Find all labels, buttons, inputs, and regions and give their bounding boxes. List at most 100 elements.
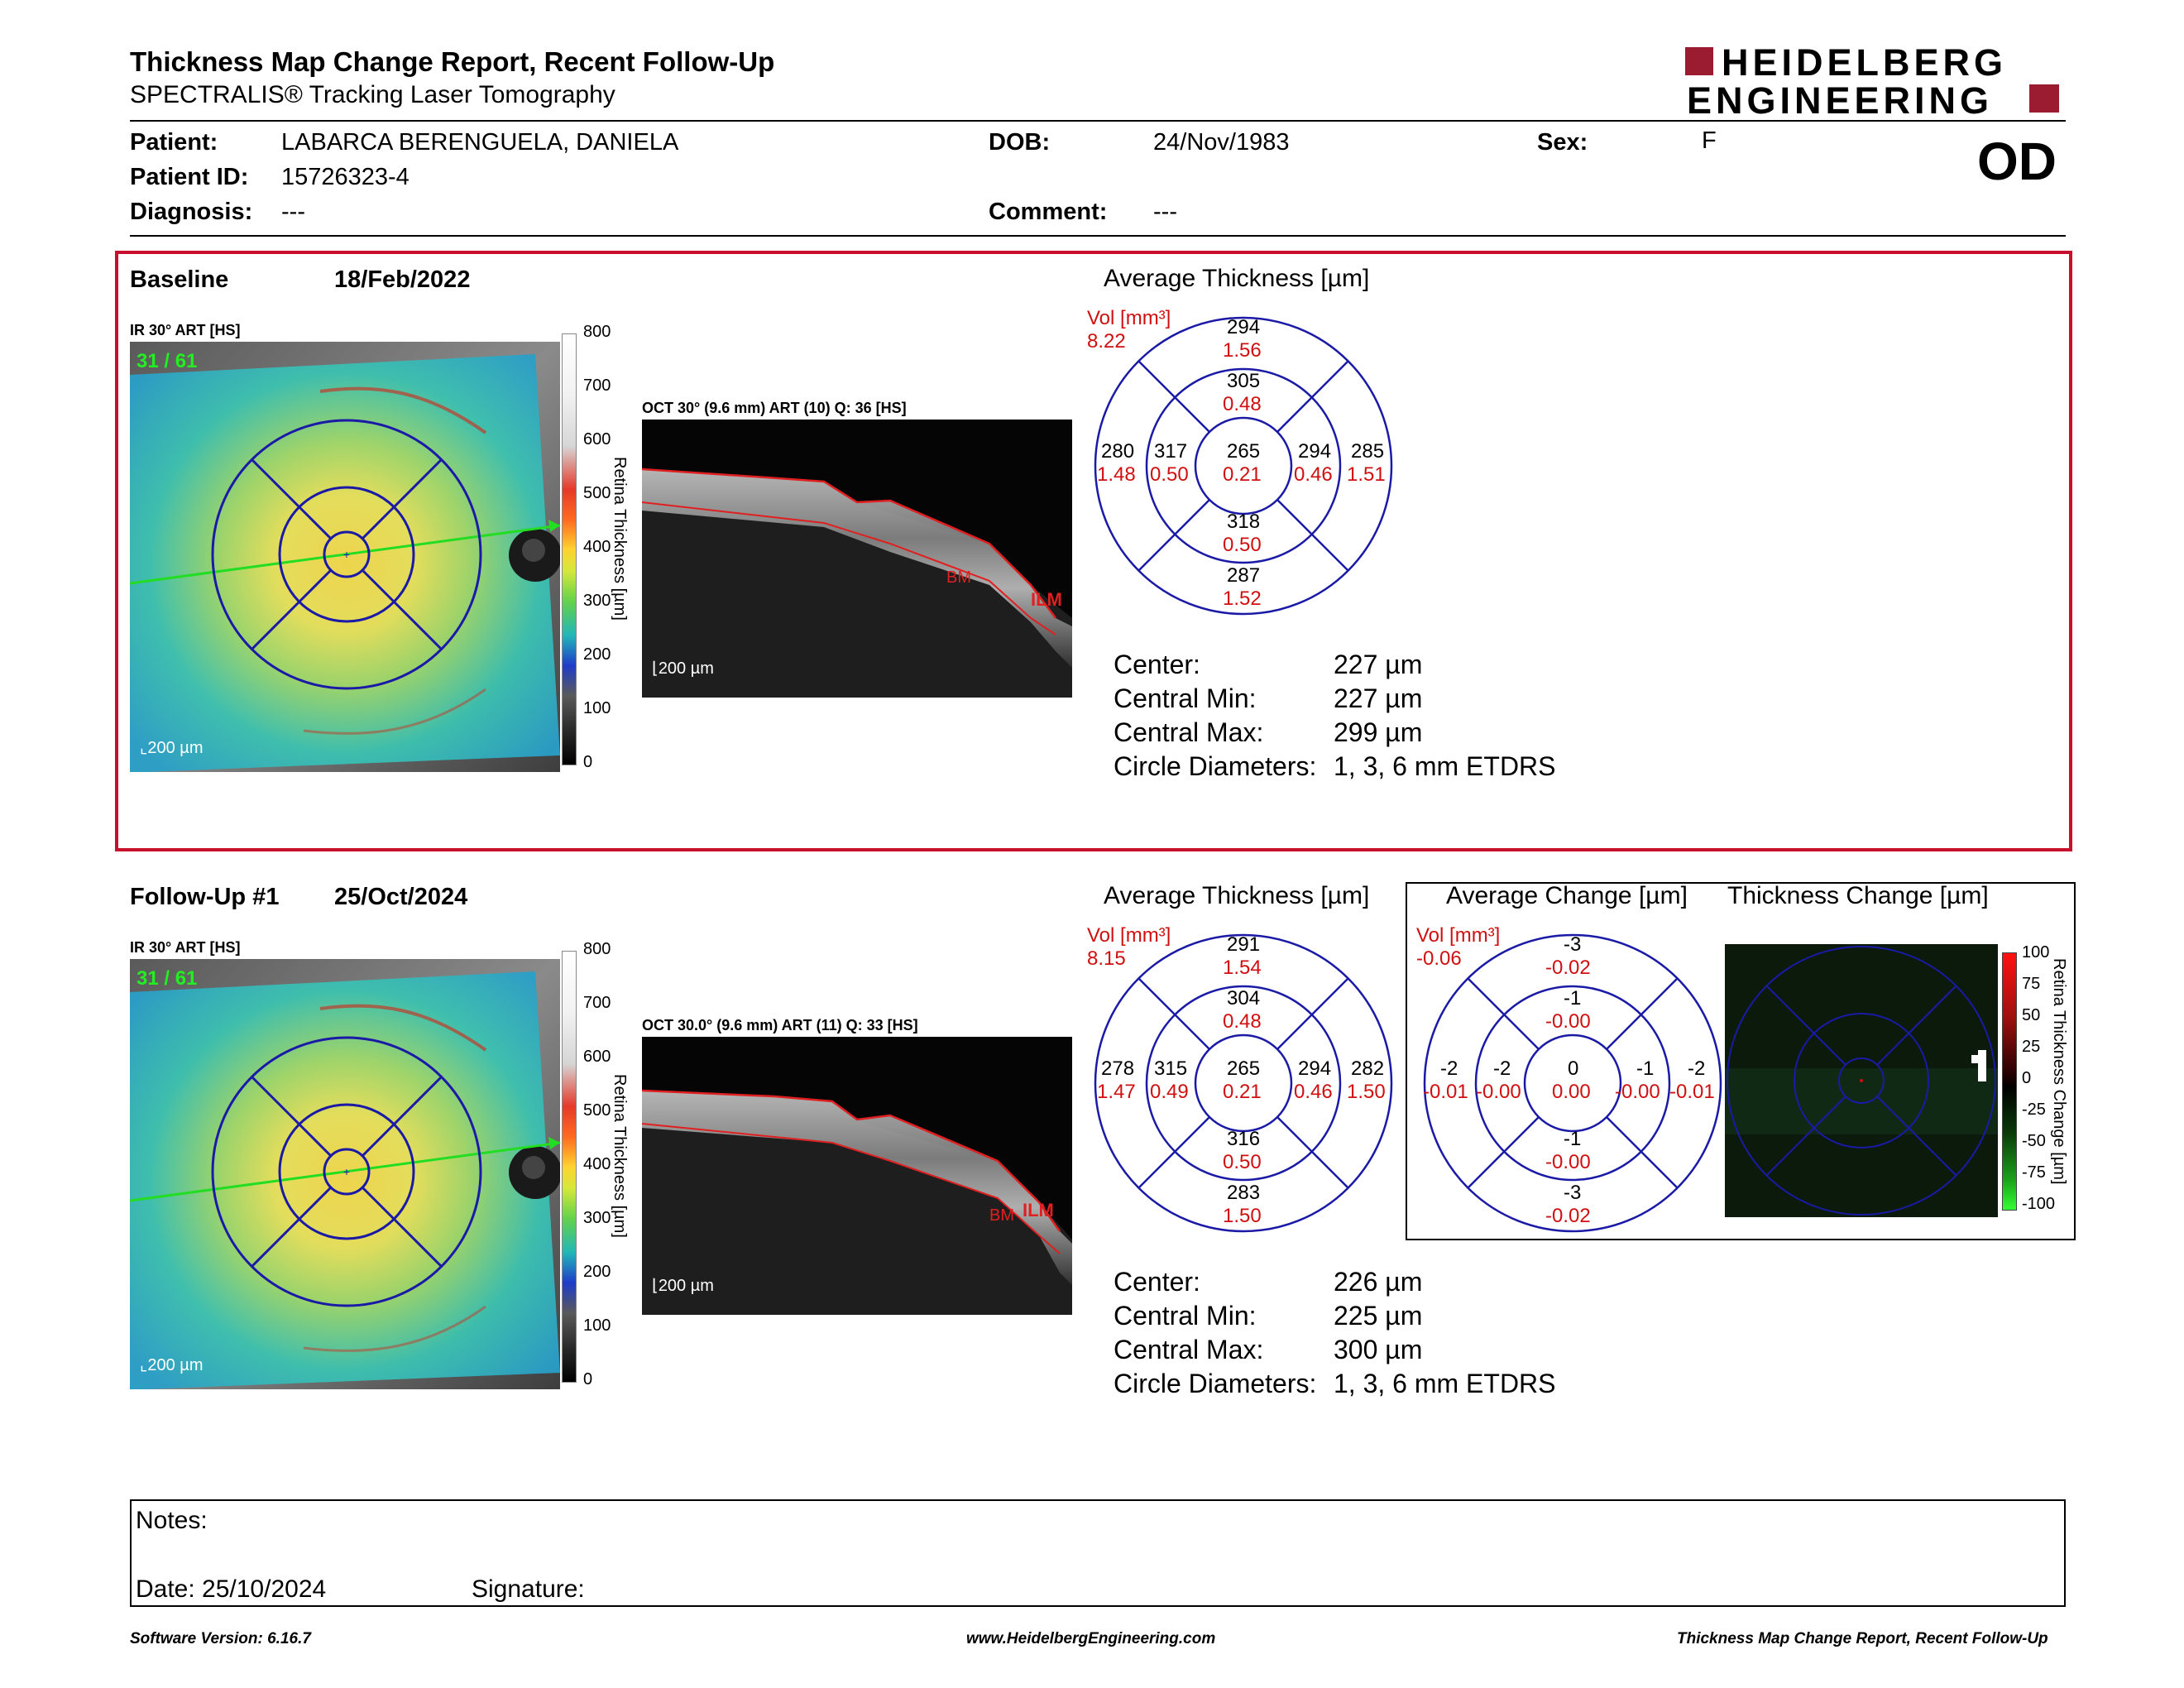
followup-date: 25/Oct/2024 [334, 884, 468, 910]
cb-tick-300: 300 [583, 592, 611, 610]
c-center-v: 0.00 [1552, 1081, 1591, 1103]
cb2-tick-500: 500 [583, 1101, 611, 1120]
baseline-ir-counter: 31 / 61 [136, 350, 198, 372]
thickness-change-image [1725, 944, 1998, 1217]
patient-id: 15726323-4 [281, 164, 410, 190]
notes-date: Date: 25/10/2024 [136, 1575, 327, 1603]
c-in-inf-v: -0.00 [1545, 1151, 1591, 1173]
b-center-value: 227 µm [1334, 650, 1423, 679]
c-in-nas-t: -1 [1636, 1057, 1655, 1080]
b-out-inf-t: 287 [1227, 564, 1261, 587]
followup-thickness-map [130, 959, 560, 1389]
b-center-label: Center: [1114, 650, 1200, 679]
scale-bracket-icon: ⌊ [652, 659, 659, 678]
b-diam-value: 1, 3, 6 mm ETDRS [1334, 751, 1556, 781]
dob-value: 24/Nov/1983 [1153, 129, 1290, 156]
f-in-nas-v: 0.46 [1294, 1081, 1333, 1103]
f-center-value: 226 µm [1334, 1267, 1423, 1297]
b-center-t: 265 [1227, 440, 1261, 463]
notes-label: Notes: [136, 1507, 208, 1534]
b-min-label: Central Min: [1114, 683, 1257, 713]
c-in-nas-v: -0.00 [1615, 1081, 1660, 1103]
change-vol-label: Vol [mm³] [1416, 924, 1501, 947]
c-in-inf-t: -1 [1564, 1128, 1582, 1150]
followup-colorbar-title: Retina Thickness [µm] [611, 1074, 629, 1238]
f-max-label: Central Max: [1114, 1335, 1264, 1364]
logo-line-1: HEIDELBERG [1722, 41, 2008, 84]
f-out-sup-v: 1.54 [1223, 957, 1262, 979]
cb-tick-700: 700 [583, 376, 611, 395]
ccb-tick-100: 100 [2022, 943, 2050, 961]
b-out-sup-v: 1.56 [1223, 339, 1262, 362]
thickness-change-map [1725, 944, 1998, 1217]
baseline-oct-label: OCT 30° (9.6 mm) ART (10) Q: 36 [HS] [642, 400, 907, 416]
c-center-t: 0 [1568, 1057, 1579, 1080]
f-max-value: 300 µm [1334, 1335, 1423, 1364]
notes-box[interactable] [130, 1499, 2066, 1607]
baseline-colorbar-ticks: 800 700 600 500 400 300 200 100 0 [583, 323, 616, 786]
followup-etdrs-circles [1094, 933, 1393, 1233]
dob-label: DOB: [989, 129, 1051, 156]
baseline-ir-scale: ⌞200 µm [140, 737, 203, 758]
patient-divider [130, 235, 2066, 237]
cb2-tick-800: 800 [583, 940, 611, 958]
sex-label: Sex: [1537, 129, 1588, 156]
b-in-inf-v: 0.50 [1223, 534, 1262, 556]
ccb-tick-m25: -25 [2022, 1101, 2046, 1119]
scale-bracket-icon: ⌊ [652, 1277, 659, 1295]
baseline-oct-scan [642, 468, 1072, 698]
notes-signature: Signature: [472, 1575, 585, 1603]
baseline-oct-image: BM ILM ⌊200 µm [642, 420, 1072, 698]
scale-bracket-icon: ⌞ [140, 1356, 148, 1374]
c-out-nas-v: -0.01 [1669, 1081, 1715, 1103]
f-diam-value: 1, 3, 6 mm ETDRS [1334, 1369, 1556, 1398]
baseline-colorbar [562, 333, 577, 765]
followup-ir-scale-text: 200 µm [147, 1356, 204, 1374]
baseline-ir-etdrs-grid: + [211, 419, 482, 690]
f-out-nas-v: 1.50 [1347, 1081, 1386, 1103]
logo-square-right [2029, 84, 2059, 113]
change-etdrs: -3 -0.02 -1 -0.00 0 0.00 -2 -0.00 -1 -0.… [1421, 932, 1724, 1235]
b-min-value: 227 µm [1334, 683, 1423, 713]
cb2-tick-0: 0 [583, 1370, 593, 1388]
ccb-tick-25: 25 [2022, 1038, 2041, 1056]
followup-oct-image: BM ILM ⌊200 µm [642, 1037, 1072, 1315]
f-out-inf-t: 283 [1227, 1182, 1261, 1204]
change-vol-value: -0.06 [1416, 947, 1462, 970]
change-etdrs-circles [1423, 933, 1722, 1233]
f-in-sup-t: 304 [1227, 987, 1261, 1009]
c-out-nas-t: -2 [1688, 1057, 1706, 1080]
brand-logo: HEIDELBERG ENGINEERING [1685, 41, 2066, 122]
patient-id-label: Patient ID: [130, 164, 249, 190]
change-colorbar-ticks: 100 75 50 25 0 -25 -50 -75 -100 [2022, 943, 2055, 1225]
followup-oct-scan [642, 1089, 1072, 1315]
diagnosis-label: Diagnosis: [130, 199, 253, 225]
c-in-sup-v: -0.00 [1545, 1010, 1591, 1033]
ccb-tick-m100: -100 [2022, 1195, 2056, 1213]
f-out-tem-t: 278 [1101, 1057, 1135, 1080]
followup-ir-image: + 31 / 61 ⌞200 µm [130, 959, 560, 1389]
followup-oct-ilm: ILM [1023, 1200, 1054, 1220]
f-out-tem-v: 1.47 [1097, 1081, 1136, 1103]
cb-tick-500: 500 [583, 484, 611, 502]
b-in-sup-t: 305 [1227, 370, 1261, 392]
logo-square-left [1685, 47, 1713, 75]
b-out-nas-t: 285 [1351, 440, 1385, 463]
footer-url[interactable]: www.HeidelbergEngineering.com [966, 1630, 1216, 1647]
baseline-oct-ilm: ILM [1031, 589, 1062, 610]
c-out-inf-v: -0.02 [1545, 1205, 1591, 1227]
baseline-ir-scale-text: 200 µm [147, 739, 204, 757]
c-in-tem-v: -0.00 [1476, 1081, 1521, 1103]
change-colorbar [2002, 952, 2017, 1211]
footer-report: Thickness Map Change Report, Recent Foll… [1677, 1630, 2048, 1647]
b-out-nas-v: 1.51 [1347, 463, 1386, 486]
f-in-sup-v: 0.48 [1223, 1010, 1262, 1033]
c-out-tem-v: -0.01 [1423, 1081, 1468, 1103]
eye-label: OD [1977, 132, 2057, 191]
followup-colorbar [562, 951, 577, 1383]
baseline-thickness-map [130, 342, 560, 772]
baseline-colorbar-title: Retina Thickness [µm] [611, 457, 629, 621]
baseline-vol-value: 8.22 [1087, 330, 1126, 352]
cb2-tick-700: 700 [583, 994, 611, 1012]
f-center-t: 265 [1227, 1057, 1261, 1080]
